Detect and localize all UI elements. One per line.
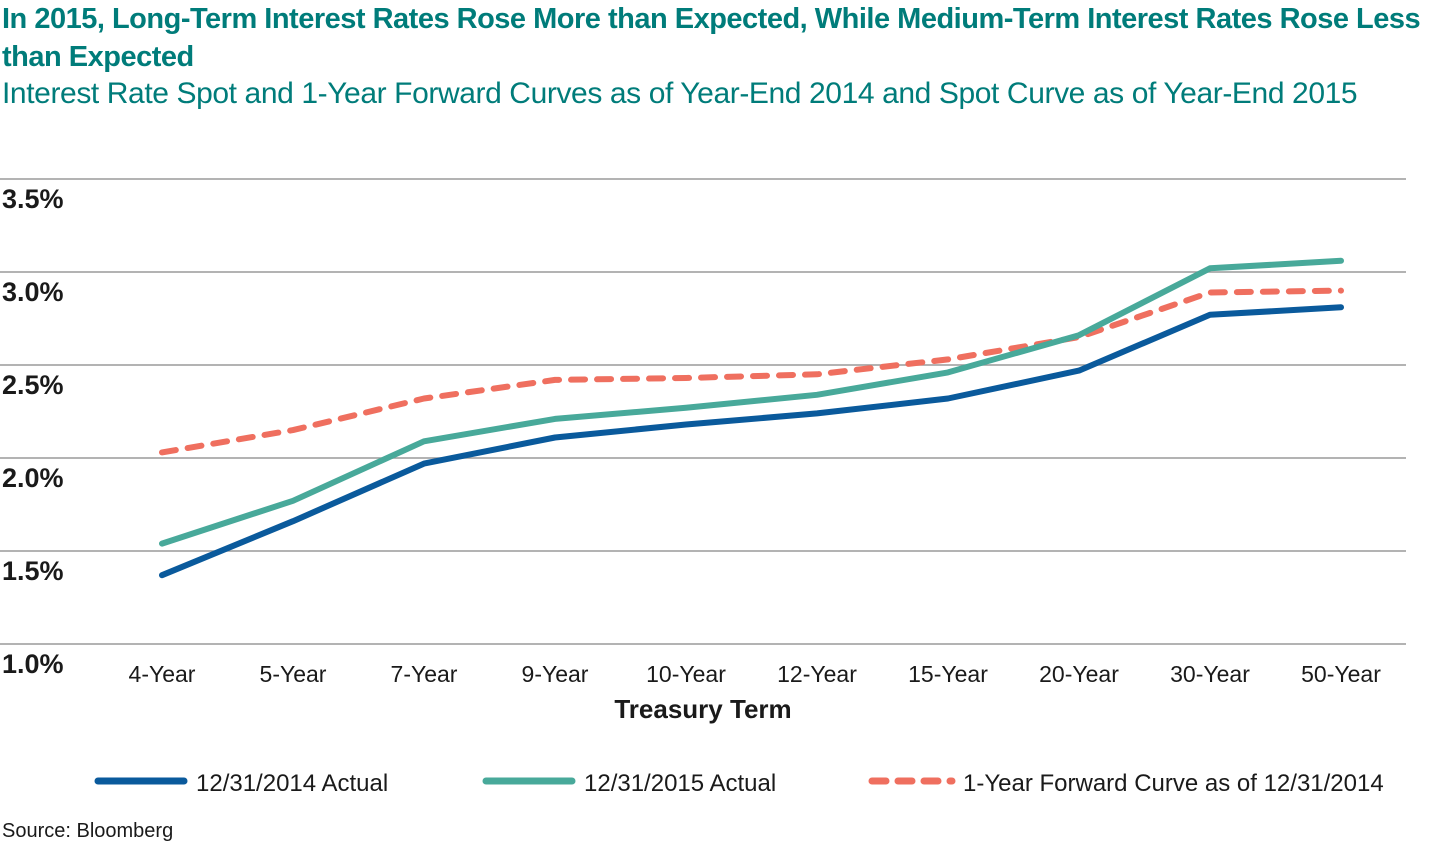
series-line-1 xyxy=(159,304,1344,579)
chart-subtitle: Interest Rate Spot and 1-Year Forward Cu… xyxy=(2,77,1358,110)
gridlines xyxy=(0,178,1406,645)
y-tick-label: 3.5% xyxy=(2,184,64,214)
legend-item: 12/31/2015 Actual xyxy=(482,770,776,797)
y-axis: 1.0% 1.5% 2.0% 2.5% 3.0% 3.5% xyxy=(2,184,64,679)
legend-label: 12/31/2015 Actual xyxy=(584,770,776,797)
x-tick-label: 30-Year xyxy=(1170,661,1250,687)
series-line-2 xyxy=(159,257,1344,547)
chart-title: In 2015, Long-Term Interest Rates Rose M… xyxy=(2,3,1421,73)
x-tick-label: 10-Year xyxy=(646,661,726,687)
x-tick-label: 9-Year xyxy=(522,661,589,687)
x-tick-label: 7-Year xyxy=(391,661,458,687)
x-tick-label: 4-Year xyxy=(129,661,196,687)
series-lines xyxy=(159,257,1344,579)
x-axis-label: Treasury Term xyxy=(614,694,791,724)
x-axis: 4-Year 5-Year 7-Year 9-Year 10-Year 12-Year 15… xyxy=(129,661,1382,687)
series-line-3 xyxy=(159,287,1344,456)
y-tick-label: 1.5% xyxy=(2,556,64,586)
x-tick-label: 20-Year xyxy=(1039,661,1119,687)
legend-label: 12/31/2014 Actual xyxy=(196,770,388,797)
y-tick-label: 2.0% xyxy=(2,463,64,493)
legend-item: 12/31/2014 Actual xyxy=(94,770,388,797)
x-tick-label: 5-Year xyxy=(260,661,327,687)
y-tick-label: 1.0% xyxy=(2,649,64,679)
legend-item: 1-Year Forward Curve as of 12/31/2014 xyxy=(868,770,1384,797)
y-tick-label: 2.5% xyxy=(2,370,64,400)
y-tick-label: 3.0% xyxy=(2,277,64,307)
legend-label: 1-Year Forward Curve as of 12/31/2014 xyxy=(963,770,1384,797)
x-tick-label: 15-Year xyxy=(908,661,988,687)
source-note: Source: Bloomberg xyxy=(2,820,174,842)
legend: 12/31/2014 Actual 12/31/2015 Actual 1-Year… xyxy=(94,770,1384,797)
x-tick-label: 50-Year xyxy=(1301,661,1381,687)
x-tick-label: 12-Year xyxy=(777,661,857,687)
